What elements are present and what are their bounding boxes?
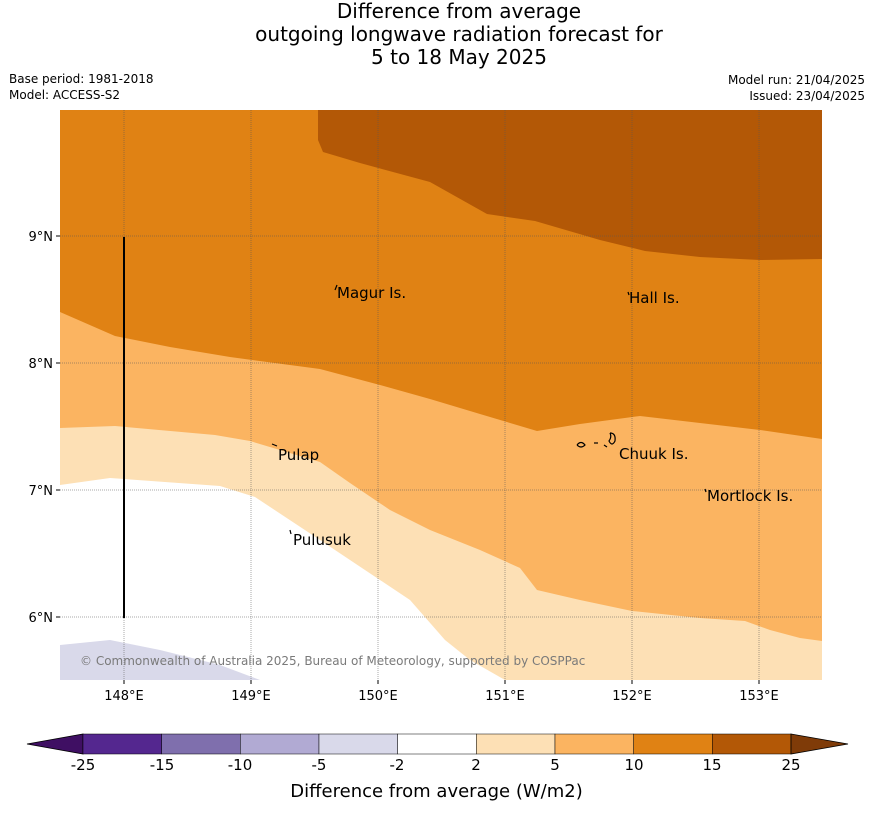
colorbar-bin	[712, 733, 792, 755]
place-pulap: Pulap	[278, 446, 319, 464]
colorbar-label: 5	[550, 756, 560, 774]
lon-tick-labels: 148°E 149°E 150°E 151°E 152°E 153°E	[104, 689, 779, 704]
colorbar-bin	[318, 733, 398, 755]
model-text: Model: ACCESS-S2	[9, 88, 121, 102]
colorbar-label: 2	[471, 756, 481, 774]
model-run-text: Model run: 21/04/2025	[727, 73, 865, 87]
colorbar	[26, 733, 849, 755]
colorbar-extend-high	[790, 733, 849, 755]
axis-ticks	[56, 235, 760, 684]
colorbar-title: Difference from average (W/m2)	[290, 781, 583, 802]
colorbar-bin	[82, 733, 162, 755]
meta-left: Base period: 1981-2018 Model: ACCESS-S2	[9, 71, 154, 103]
colorbar-label: -10	[227, 756, 253, 774]
base-period-text: Base period: 1981-2018	[9, 72, 154, 86]
lon-tick-label: 148°E	[104, 689, 144, 704]
lon-tick-label: 151°E	[485, 689, 525, 704]
zone-minus-5-to-minus-2	[60, 640, 260, 680]
lon-tick-label: 149°E	[231, 689, 271, 704]
colorbar-label: 25	[781, 756, 801, 774]
lat-tick-label: 9°N	[29, 230, 54, 245]
lat-tick-label: 7°N	[29, 484, 54, 499]
lat-tick-label: 6°N	[29, 611, 54, 626]
title-line-3: 5 to 18 May 2025	[371, 45, 547, 69]
colorbar-label: -15	[149, 756, 175, 774]
issued-text: Issued: 23/04/2025	[749, 89, 865, 103]
colorbar-bin	[161, 733, 241, 755]
colorbar-bin	[240, 733, 320, 755]
colorbar-label: -5	[311, 756, 327, 774]
colorbar-label: 15	[702, 756, 722, 774]
zone-15-to-25	[318, 110, 822, 260]
colorbar-label: -2	[389, 756, 405, 774]
colorbar-extend-low	[26, 733, 84, 755]
colorbar-label: -25	[70, 756, 96, 774]
colorbar-bin	[397, 733, 477, 755]
lat-tick-labels: 9°N 8°N 7°N 6°N	[29, 230, 54, 626]
lon-tick-label: 152°E	[612, 689, 652, 704]
colorbar-label: 10	[624, 756, 644, 774]
place-labels: Magur Is. Hall Is. Pulap Chuuk Is. Mortl…	[278, 284, 793, 549]
place-chuuk: Chuuk Is.	[619, 445, 688, 463]
meta-right: Model run: 21/04/2025 Issued: 23/04/2025	[728, 72, 865, 104]
lon-tick-label: 153°E	[739, 689, 779, 704]
lat-tick-label: 8°N	[29, 357, 54, 372]
island-marks	[271, 284, 707, 535]
colorbar-bin	[554, 733, 634, 755]
colorbar-bin	[633, 733, 713, 755]
colorbar-bin	[476, 733, 556, 755]
place-mortlock: Mortlock Is.	[707, 487, 793, 505]
map-field: © Commonwealth of Australia 2025, Bureau…	[60, 110, 822, 680]
title-line-1: Difference from average	[336, 0, 582, 23]
gridlines	[60, 110, 822, 680]
place-magur: Magur Is.	[337, 284, 406, 302]
lon-tick-label: 150°E	[358, 689, 398, 704]
place-hall: Hall Is.	[629, 289, 680, 307]
place-pulusuk: Pulusuk	[293, 531, 351, 549]
copyright-text: © Commonwealth of Australia 2025, Bureau…	[80, 654, 585, 668]
map-title: Difference from average outgoing longwav…	[0, 0, 873, 69]
title-line-2: outgoing longwave radiation forecast for	[255, 22, 663, 46]
